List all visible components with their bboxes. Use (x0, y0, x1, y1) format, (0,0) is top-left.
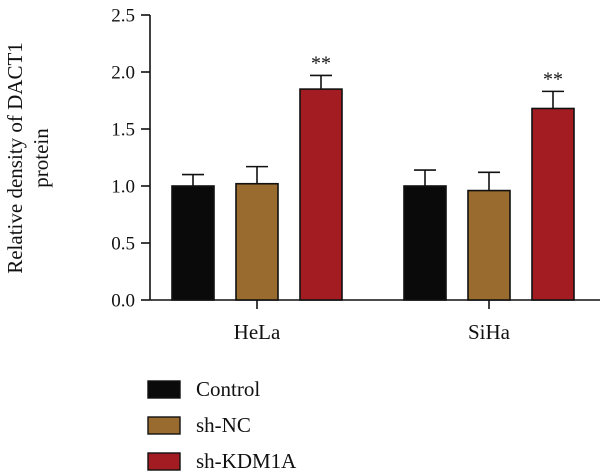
bar-control (171, 185, 215, 301)
y-axis-label-line: Relative density of DACT1 (3, 42, 27, 274)
x-tick-label: SiHa (468, 320, 511, 344)
y-axis-label-line: protein (29, 128, 53, 188)
legend-swatch (147, 380, 181, 399)
significance-label: ** (543, 68, 563, 90)
y-tick-label: 1.0 (111, 177, 135, 198)
legend-swatch (147, 416, 181, 435)
bar-sh-kdm1a (531, 107, 575, 301)
y-tick-label: 2.0 (111, 63, 135, 84)
bar-sh-nc (467, 189, 511, 301)
y-axis-label: Relative density of DACT1protein (3, 42, 53, 274)
significance-label: ** (311, 52, 331, 74)
bar-sh-kdm1a (299, 88, 343, 301)
bar-sh-nc (235, 182, 279, 301)
legend-label: Control (196, 377, 260, 401)
x-tick-label: HeLa (234, 320, 281, 344)
y-tick-label: 0.5 (111, 234, 135, 255)
y-tick-label: 1.5 (111, 120, 135, 141)
legend-label: sh-NC (196, 413, 251, 437)
y-tick-label: 2.5 (111, 6, 135, 27)
legend-swatch (147, 452, 181, 471)
legend-label: sh-KDM1A (196, 449, 297, 473)
y-tick-label: 0.0 (111, 291, 135, 312)
plot-area: 0.0 0.5 1.0 1.5 2.0 2.5 Relative density of DA… (3, 6, 600, 344)
bar-control (403, 185, 447, 301)
legend: Control sh-NC sh-KDM1A (147, 377, 297, 473)
